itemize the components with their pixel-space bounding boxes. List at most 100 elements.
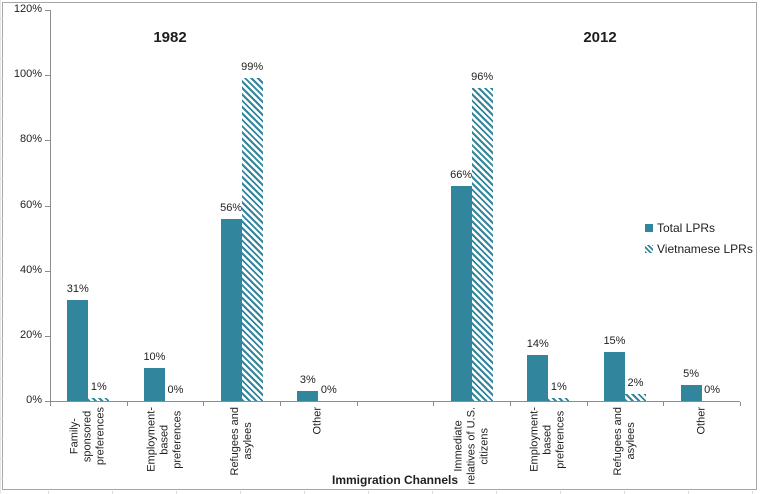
spreadsheet-gridline xyxy=(240,491,241,494)
y-tick-label: 60% xyxy=(19,199,42,211)
spreadsheet-gridline xyxy=(0,318,3,319)
bar-value-label: 2% xyxy=(627,377,644,390)
x-category-label-line: preferences xyxy=(94,407,107,466)
x-category-label-line: sponsored xyxy=(81,410,94,462)
bar-value-label: 99% xyxy=(241,61,264,74)
spreadsheet-gridline xyxy=(0,438,3,439)
spreadsheet-gridline xyxy=(0,58,3,59)
bar-total-lprs xyxy=(297,391,319,401)
spreadsheet-gridline xyxy=(624,491,625,494)
x-axis-tick xyxy=(357,402,358,406)
x-category-label-line: Refugees and xyxy=(612,407,624,476)
x-category-label-line: Employment- xyxy=(145,407,158,472)
x-axis-tick xyxy=(433,402,434,406)
y-tick-label: 120% xyxy=(13,3,42,15)
spreadsheet-gridline xyxy=(368,491,369,494)
x-axis-tick xyxy=(587,402,588,406)
spreadsheet-gridline xyxy=(0,298,3,299)
legend-item-vietnamese-lprs: Vietnamese LPRs xyxy=(645,242,753,256)
bar-value-label: 66% xyxy=(450,168,473,181)
bar-value-label: 5% xyxy=(683,367,700,380)
y-axis-line xyxy=(50,10,51,402)
x-axis-tick xyxy=(50,402,51,406)
x-category-label-line: asylees xyxy=(625,422,637,460)
y-tick-label: 20% xyxy=(19,329,42,341)
x-axis-tick xyxy=(663,402,664,406)
bar-value-label: 3% xyxy=(299,374,316,387)
x-category-label: Refugees and asylees xyxy=(229,407,255,476)
legend: Total LPRs Vietnamese LPRs xyxy=(645,221,753,263)
spreadsheet-gridline xyxy=(0,478,3,479)
bar-total-lprs xyxy=(220,218,242,401)
x-axis-tick xyxy=(203,402,204,406)
x-category-label-line: asylees xyxy=(241,422,254,460)
x-axis-tick xyxy=(510,402,511,406)
y-axis-tick xyxy=(45,271,50,272)
spreadsheet-gridline xyxy=(496,491,497,494)
legend-label-vietnamese-lprs: Vietnamese LPRs xyxy=(657,242,753,256)
bar-vietnamese-lprs xyxy=(624,394,646,401)
legend-marker-solid xyxy=(645,224,653,232)
x-axis-title: Immigration Channels xyxy=(331,473,459,487)
bar-total-lprs xyxy=(603,352,625,401)
bar-value-label: 14% xyxy=(526,338,549,351)
x-axis-tick xyxy=(280,402,281,406)
spreadsheet-gridline xyxy=(0,418,3,419)
spreadsheet-gridline xyxy=(560,491,561,494)
bar-vietnamese-lprs xyxy=(88,397,110,401)
spreadsheet-gridline xyxy=(752,491,753,494)
bar-value-label: 0% xyxy=(167,384,184,396)
x-category-label-line: Other xyxy=(311,407,324,435)
x-category-label: Other xyxy=(312,407,325,435)
y-axis-tick xyxy=(45,206,50,207)
bar-total-lprs xyxy=(143,368,165,401)
x-category-label-line: Refugees and xyxy=(228,407,241,476)
spreadsheet-gridline xyxy=(0,398,3,399)
bar-value-label: 56% xyxy=(220,201,243,214)
y-axis-tick xyxy=(45,75,50,76)
spreadsheet-gridline xyxy=(0,278,3,279)
spreadsheet-gridline xyxy=(0,138,3,139)
bar-value-label: 1% xyxy=(90,380,107,393)
bar-total-lprs xyxy=(67,299,89,401)
x-category-label-line: based xyxy=(158,424,171,455)
y-tick-label: 100% xyxy=(13,68,42,80)
spreadsheet-gridline xyxy=(0,218,3,219)
y-tick-label: 40% xyxy=(19,264,42,276)
bar-total-lprs xyxy=(450,185,472,401)
group-header-2012: 2012 xyxy=(583,29,617,46)
x-category-label-line: Other xyxy=(695,407,708,435)
y-axis-tick xyxy=(45,10,50,11)
spreadsheet-gridline xyxy=(0,458,3,459)
spreadsheet-gridline xyxy=(0,338,3,339)
x-category-label: Other xyxy=(695,407,708,435)
bar-value-label: 1% xyxy=(550,380,567,393)
spreadsheet-gridline xyxy=(0,98,3,99)
legend-label-total-lprs: Total LPRs xyxy=(657,221,716,235)
x-category-label-line: based xyxy=(541,424,554,455)
spreadsheet-gridline xyxy=(0,0,1,494)
bar-vietnamese-lprs xyxy=(548,397,570,401)
y-tick-label: 80% xyxy=(19,133,42,145)
y-tick-label: 0% xyxy=(26,394,42,406)
x-category-label: Refugees and asylees xyxy=(612,407,638,476)
spreadsheet-gridline xyxy=(0,378,3,379)
x-category-label-line: Family- xyxy=(68,418,81,455)
spreadsheet-gridline xyxy=(432,491,433,494)
x-category-label-line: preferences xyxy=(171,410,184,469)
spreadsheet-gridline xyxy=(0,238,3,239)
bar-value-label: 0% xyxy=(704,384,721,396)
spreadsheet-gridline xyxy=(0,78,3,79)
x-category-label: Employment-based preferences xyxy=(146,407,185,472)
y-axis-tick xyxy=(45,140,50,141)
spreadsheet-gridline xyxy=(0,358,3,359)
bar-value-label: 0% xyxy=(320,384,337,396)
spreadsheet-gridline xyxy=(0,18,3,19)
spreadsheet-gridline xyxy=(0,178,3,179)
spreadsheet-gridline xyxy=(0,118,3,119)
group-header-1982: 1982 xyxy=(153,29,187,46)
spreadsheet-gridline xyxy=(0,258,3,259)
spreadsheet-gridline xyxy=(0,158,3,159)
